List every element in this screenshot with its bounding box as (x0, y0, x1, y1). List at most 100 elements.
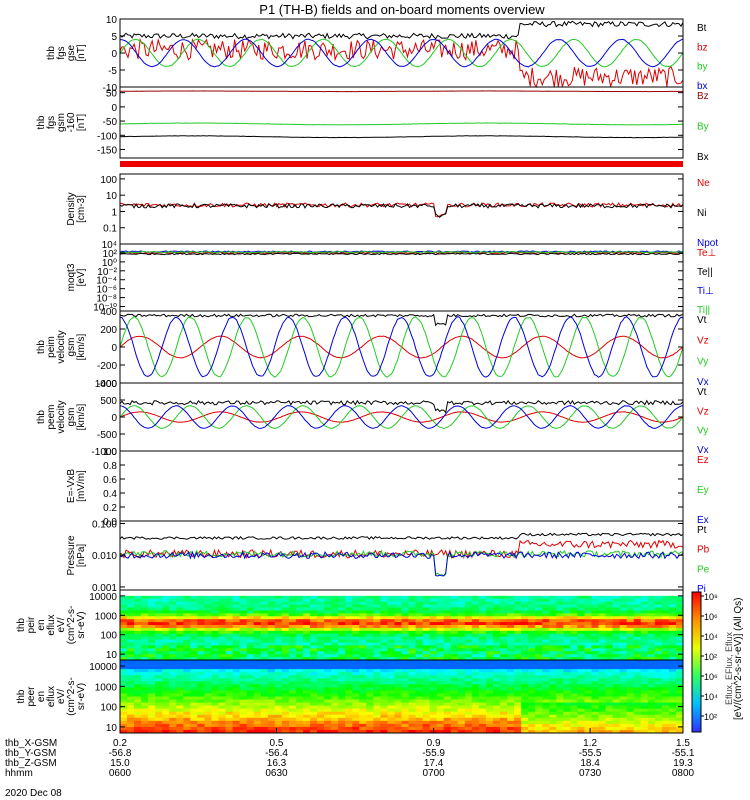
spectrogram-cell (577, 654, 585, 658)
spectrogram-cell (387, 601, 395, 605)
spectrogram-cell (542, 720, 550, 725)
spectrogram-cell (190, 711, 198, 716)
spectrogram-cell (134, 595, 142, 600)
spectrogram-cell (366, 675, 374, 679)
spectrogram-cell (408, 708, 416, 713)
y-axis-label-line: [cm-3] (76, 195, 87, 223)
spectrogram-cell (422, 720, 431, 725)
spectrogram-cell (267, 669, 276, 673)
spectrogram-cell (204, 639, 212, 643)
spectrogram-cell (443, 601, 452, 605)
spectrogram-cell (134, 723, 142, 728)
spectrogram-cell (366, 711, 374, 716)
spectrogram-cell (211, 636, 219, 640)
spectrogram-cell (260, 604, 269, 608)
spectrogram-cell (408, 666, 416, 670)
spectrogram-cell (500, 604, 508, 608)
spectrogram-cell (225, 714, 233, 719)
spectrogram-cell (127, 651, 135, 655)
spectrogram-cell (387, 675, 395, 679)
spectrogram-cell (654, 630, 663, 635)
spectrogram-cell (500, 672, 508, 676)
spectrogram-cell (478, 708, 487, 713)
spectrogram-cell (647, 648, 656, 652)
spectrogram-cell (668, 708, 677, 713)
spectrogram-cell (338, 636, 346, 640)
spectrogram-cell (267, 648, 276, 652)
spectrogram-cell (619, 723, 628, 728)
spectrogram-cell (218, 651, 226, 655)
spectrogram-cell (295, 625, 304, 629)
spectrogram-cell (654, 625, 663, 629)
spectrogram-cell (380, 702, 388, 707)
spectrogram-cell (134, 642, 142, 646)
spectrogram-cell (485, 711, 494, 716)
spectrogram-cell (373, 717, 381, 722)
spectrogram-cell (570, 619, 578, 623)
spectrogram-cell (675, 681, 684, 685)
spectrogram-cell (317, 657, 325, 661)
y-tick-label: 0.100 (92, 520, 117, 531)
spectrogram-cell (436, 654, 445, 658)
legend-Vx: Vx (697, 377, 709, 388)
spectrogram-cell (457, 723, 466, 728)
spectrogram-cell (591, 702, 599, 707)
spectrogram-cell (141, 616, 149, 620)
colorbar-gradient (691, 591, 702, 733)
spectrogram-cell (626, 729, 635, 734)
spectrogram-cell (633, 592, 642, 597)
x-axis-value: -55.9 (422, 748, 445, 759)
spectrogram-cell (612, 627, 621, 632)
spectrogram-cell (211, 595, 219, 600)
spectrogram-cell (675, 723, 684, 728)
spectrogram-cell (507, 590, 515, 594)
spectrogram-cell (675, 604, 684, 608)
spectrogram-cell (239, 639, 248, 643)
spectrogram-cell (507, 699, 515, 703)
spectrogram-cell (661, 590, 670, 594)
spectrogram-cell (274, 678, 283, 682)
spectrogram-cell (450, 648, 459, 652)
spectrogram-cell (633, 610, 642, 614)
spectrogram-cell (535, 666, 543, 670)
spectrogram-cell (324, 627, 332, 632)
spectrogram-cell (176, 717, 184, 722)
spectrogram-cell (549, 625, 557, 629)
spectrogram-cell (169, 616, 177, 620)
spectrogram-cell (464, 720, 473, 725)
spectrogram-cell (162, 657, 170, 661)
spectrogram-cell (239, 651, 248, 655)
spectrogram-cell (535, 660, 543, 664)
spectrogram-cell (668, 729, 677, 734)
spectrogram-cell (190, 666, 198, 670)
spectrogram-cell (218, 699, 226, 703)
y-axis-label: Pressure[nPa] (66, 535, 87, 575)
spectrogram-cell (246, 648, 255, 652)
y-axis-label-line: fgs (56, 46, 67, 59)
spectrogram-cell (577, 619, 585, 623)
y-tick-label: 1000 (95, 379, 118, 390)
spectrogram-cell (281, 729, 290, 734)
legend-Bx: Bx (697, 152, 709, 163)
spectrogram-cell (239, 711, 248, 716)
spectrogram-cell (605, 625, 614, 629)
spectrogram-cell (535, 669, 543, 673)
spectrogram-cell (542, 633, 550, 638)
spectrogram-cell (288, 613, 297, 617)
spectrogram-cell (478, 590, 487, 594)
spectrogram-cell (127, 675, 135, 679)
spectrogram-cell (120, 660, 128, 664)
spectrogram-cell (246, 660, 255, 664)
spectrogram-cell (542, 699, 550, 703)
spectrogram-cell (415, 630, 424, 635)
spectrogram-cell (619, 595, 628, 600)
spectrogram-cell (331, 630, 339, 635)
spectrogram-cell (239, 666, 248, 670)
spectrogram-cell (675, 636, 684, 640)
spectrogram-cell (310, 636, 318, 640)
spectrogram-cell (500, 616, 508, 620)
spectrogram-cell (225, 702, 233, 707)
spectrogram-cell (352, 690, 360, 694)
spectrogram-cell (457, 684, 466, 688)
spectrogram-cell (478, 696, 487, 700)
